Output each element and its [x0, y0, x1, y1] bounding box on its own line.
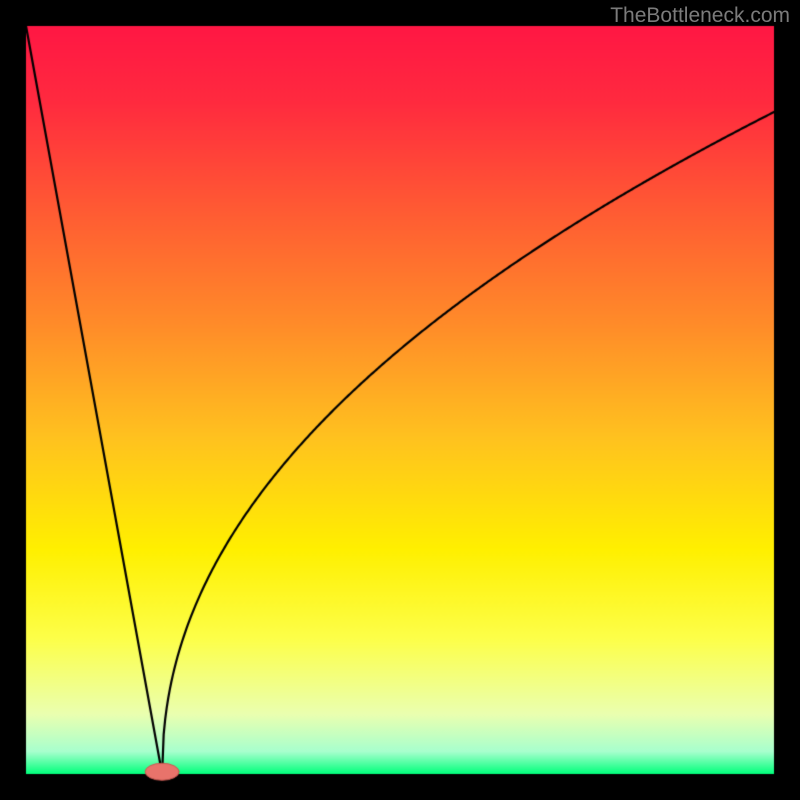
chart-canvas	[0, 0, 800, 800]
bottleneck-chart: TheBottleneck.com	[0, 0, 800, 800]
watermark-text: TheBottleneck.com	[610, 4, 790, 28]
